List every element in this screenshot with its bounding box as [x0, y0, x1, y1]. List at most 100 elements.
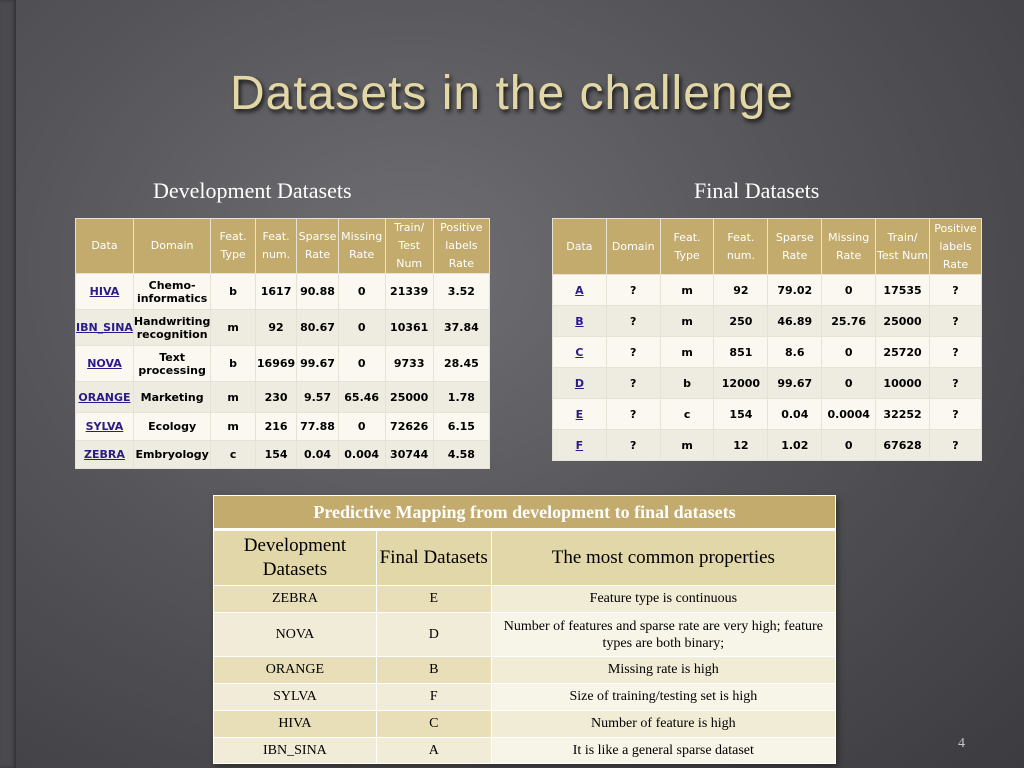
cell: 0 — [821, 274, 877, 306]
dataset-link-c[interactable]: C — [552, 336, 607, 368]
cell: A — [375, 737, 492, 764]
cell: Handwriting recognition — [132, 309, 212, 346]
cell: 67628 — [875, 429, 930, 461]
dev-col-header: Feat. Type — [210, 218, 256, 274]
dataset-link-a[interactable]: A — [552, 274, 607, 306]
table-row: SYLVA Ecology m 216 77.88 0 72626 6.15 — [75, 412, 491, 441]
cell: b — [210, 273, 256, 310]
cell: 0.004 — [337, 440, 386, 469]
cell: 12 — [713, 429, 769, 461]
dataset-link-nova[interactable]: NOVA — [75, 345, 134, 382]
cell: 3.52 — [432, 273, 491, 310]
cell: 0.04 — [296, 440, 339, 469]
cell: Text processing — [132, 345, 212, 382]
table-row: ORANGE Marketing m 230 9.57 65.46 25000 … — [75, 381, 491, 413]
cell: 9.57 — [296, 381, 339, 413]
cell: c — [659, 398, 715, 430]
cell: C — [375, 710, 492, 738]
dev-col-header: Missing Rate — [337, 218, 386, 274]
cell: 72626 — [384, 412, 434, 441]
mapping-table: Predictive Mapping from development to f… — [213, 495, 837, 764]
cell: 10361 — [384, 309, 434, 346]
mapping-col-header: Development Datasets — [213, 529, 377, 586]
mapping-table-caption: Predictive Mapping from development to f… — [213, 495, 836, 531]
dev-col-header: Train/ Test Num — [384, 218, 434, 274]
cell: 1.78 — [432, 381, 491, 413]
cell: 32252 — [875, 398, 930, 430]
cell: 0 — [337, 273, 386, 310]
cell: b — [210, 345, 256, 382]
cell: ? — [929, 429, 982, 461]
table-row: IBN_SINA Handwriting recognition m 92 80… — [75, 309, 491, 346]
cell: m — [210, 309, 256, 346]
cell: Chemo-informatics — [132, 273, 212, 310]
cell: ? — [929, 336, 982, 368]
dev-col-header: Positive labels Rate — [432, 218, 491, 274]
cell: 30744 — [384, 440, 434, 469]
cell: 851 — [713, 336, 769, 368]
cell: ? — [605, 367, 661, 399]
cell: ? — [605, 429, 661, 461]
cell: ? — [929, 305, 982, 337]
dataset-link-b[interactable]: B — [552, 305, 607, 337]
cell: 80.67 — [296, 309, 339, 346]
cell: F — [375, 683, 492, 711]
table-row: IBN_SINA A It is like a general sparse d… — [213, 737, 837, 764]
cell: m — [659, 429, 715, 461]
dataset-link-orange[interactable]: ORANGE — [75, 381, 134, 413]
cell: 21339 — [384, 273, 434, 310]
cell: ZEBRA — [213, 585, 377, 613]
cell: 46.89 — [767, 305, 823, 337]
cell: 17535 — [875, 274, 930, 306]
cell: 1.02 — [767, 429, 823, 461]
cell: ? — [929, 398, 982, 430]
dev-table-header-row: Data Domain Feat. Type Feat. num. Sparse… — [75, 218, 491, 274]
cell: 0 — [337, 309, 386, 346]
cell: m — [210, 381, 256, 413]
cell: ? — [929, 274, 982, 306]
cell: 37.84 — [432, 309, 491, 346]
cell: Number of features and sparse rate are v… — [490, 612, 837, 657]
cell: Marketing — [132, 381, 212, 413]
dataset-link-zebra[interactable]: ZEBRA — [75, 440, 134, 469]
cell: 99.67 — [767, 367, 823, 399]
cell: 0 — [337, 412, 386, 441]
dataset-link-f[interactable]: F — [552, 429, 607, 461]
cell: 4.58 — [432, 440, 491, 469]
cell: 216 — [254, 412, 298, 441]
table-row: NOVA D Number of features and sparse rat… — [213, 612, 837, 657]
cell: 0 — [337, 345, 386, 382]
cell: ? — [605, 305, 661, 337]
cell: 12000 — [713, 367, 769, 399]
cell: m — [659, 274, 715, 306]
dataset-link-sylva[interactable]: SYLVA — [75, 412, 134, 441]
cell: 92 — [254, 309, 298, 346]
dataset-link-d[interactable]: D — [552, 367, 607, 399]
cell: Missing rate is high — [490, 656, 837, 684]
final-col-header: Domain — [605, 218, 661, 275]
page-number: 4 — [958, 736, 965, 751]
final-col-header: Missing Rate — [821, 218, 877, 275]
cell: ORANGE — [213, 656, 377, 684]
cell: SYLVA — [213, 683, 377, 711]
cell: 0.0004 — [821, 398, 877, 430]
cell: 230 — [254, 381, 298, 413]
cell: E — [375, 585, 492, 613]
dataset-link-e[interactable]: E — [552, 398, 607, 430]
cell: 28.45 — [432, 345, 491, 382]
table-row: HIVA C Number of feature is high — [213, 710, 837, 738]
dev-col-header: Sparse Rate — [296, 218, 339, 274]
cell: Number of feature is high — [490, 710, 837, 738]
table-row: B ? m 250 46.89 25.76 25000 ? — [552, 305, 982, 337]
cell: 10000 — [875, 367, 930, 399]
dev-col-header: Data — [75, 218, 134, 274]
cell: B — [375, 656, 492, 684]
dataset-link-ibn-sina[interactable]: IBN_SINA — [75, 309, 134, 346]
table-row: HIVA Chemo-informatics b 1617 90.88 0 21… — [75, 273, 491, 310]
dataset-link-hiva[interactable]: HIVA — [75, 273, 134, 310]
cell: 25000 — [875, 305, 930, 337]
table-row: D ? b 12000 99.67 0 10000 ? — [552, 367, 982, 399]
dev-col-header: Domain — [132, 218, 212, 274]
final-col-header: Feat. num. — [713, 218, 769, 275]
table-row: C ? m 851 8.6 0 25720 ? — [552, 336, 982, 368]
